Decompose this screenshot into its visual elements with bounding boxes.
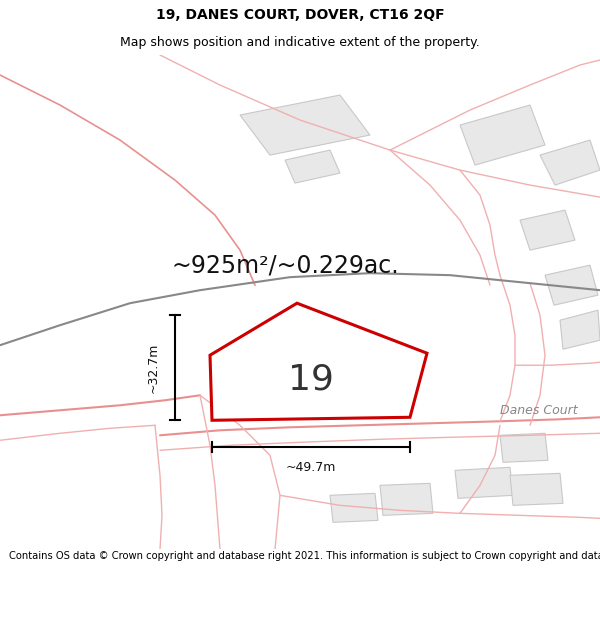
Polygon shape xyxy=(510,473,563,506)
Text: Contains OS data © Crown copyright and database right 2021. This information is : Contains OS data © Crown copyright and d… xyxy=(9,551,600,561)
Polygon shape xyxy=(545,265,598,305)
Polygon shape xyxy=(460,105,545,165)
Text: 19: 19 xyxy=(288,363,334,397)
Polygon shape xyxy=(310,338,358,368)
Polygon shape xyxy=(540,140,600,185)
Text: ~49.7m: ~49.7m xyxy=(286,461,336,474)
Polygon shape xyxy=(240,95,370,155)
Text: ~925m²/~0.229ac.: ~925m²/~0.229ac. xyxy=(171,253,399,277)
Text: 19, DANES COURT, DOVER, CT16 2QF: 19, DANES COURT, DOVER, CT16 2QF xyxy=(155,8,445,22)
Polygon shape xyxy=(455,468,513,498)
Text: Map shows position and indicative extent of the property.: Map shows position and indicative extent… xyxy=(120,36,480,49)
Polygon shape xyxy=(330,493,378,522)
Polygon shape xyxy=(285,150,340,183)
Text: Danes Court: Danes Court xyxy=(500,404,578,417)
Polygon shape xyxy=(320,385,362,410)
Text: ~32.7m: ~32.7m xyxy=(146,342,160,393)
Polygon shape xyxy=(210,303,427,420)
Polygon shape xyxy=(560,310,600,349)
Polygon shape xyxy=(380,483,433,516)
Polygon shape xyxy=(500,433,548,462)
Polygon shape xyxy=(520,210,575,250)
